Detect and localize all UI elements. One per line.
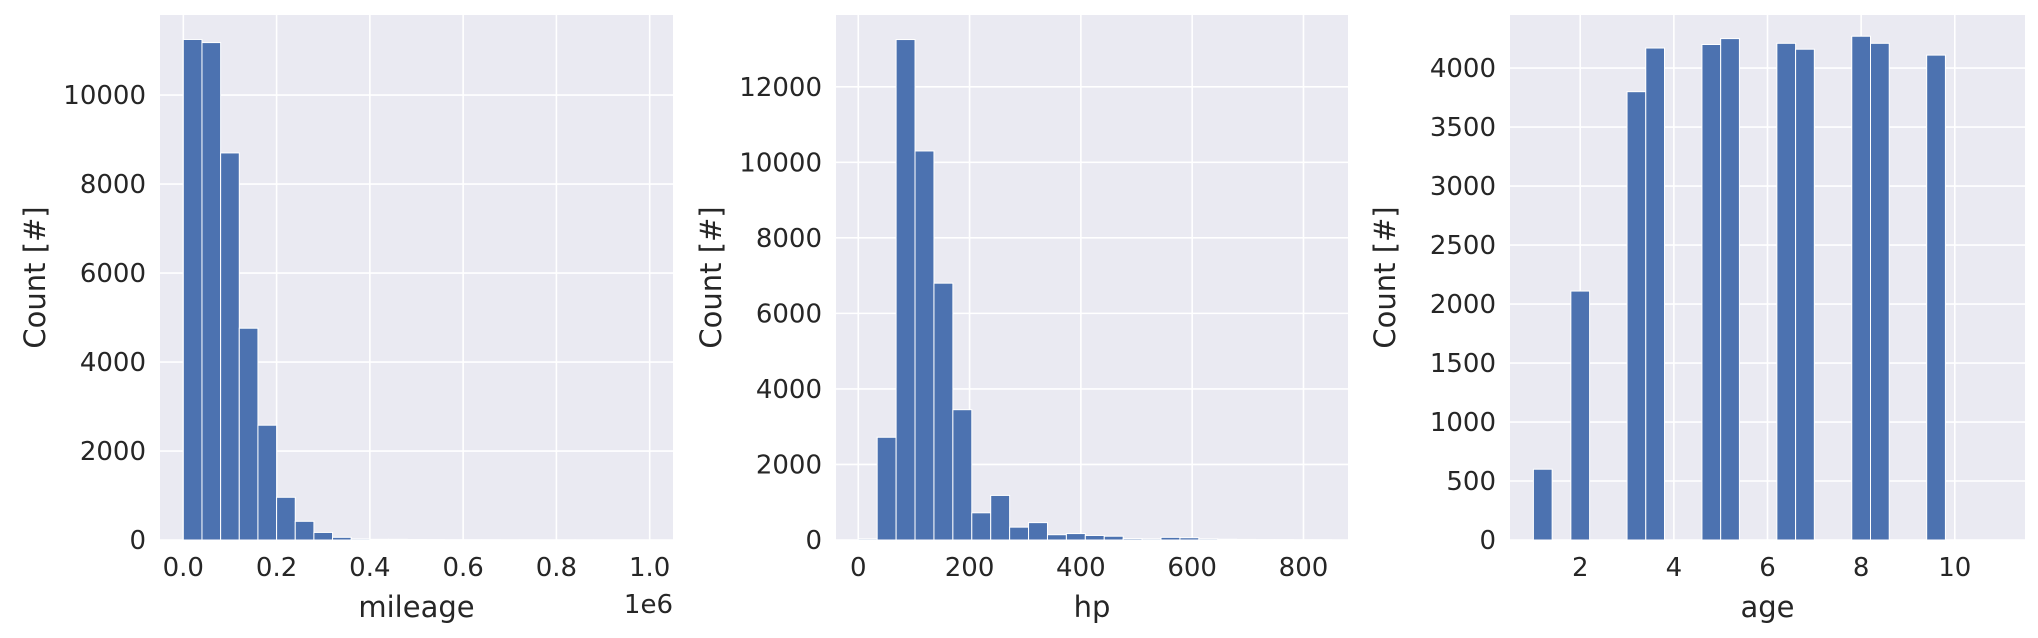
histogram-bar	[388, 538, 408, 541]
x-tick-label: 1.0	[629, 553, 670, 583]
histogram-bar	[1198, 538, 1219, 541]
x-tick-label: 8	[1853, 553, 1870, 583]
histogram-bar	[182, 38, 203, 541]
y-tick-label: 3000	[1430, 172, 1496, 202]
histogram-bar	[1141, 538, 1162, 541]
histogram-bar	[313, 531, 334, 541]
histogram-bar	[201, 42, 222, 541]
chart-panel-3: 2 4 6 8 10 0 500 1000 1500 2000 2500 3000 3500 4000 ag…	[1368, 15, 2025, 624]
y-axis-label: Count [#]	[18, 206, 52, 348]
histogram-bar	[971, 512, 992, 541]
y-tick-label: 0	[805, 526, 822, 556]
chart-panel-2: 0 200 400 600 800020004000600080001000012000…	[694, 15, 1348, 624]
y-tick-label: 4000	[1430, 54, 1496, 84]
y-axis-label: Count [#]	[694, 206, 728, 348]
histogram-bar	[350, 538, 371, 541]
y-tick-label: 10000	[739, 148, 822, 178]
y-tick-label: 2000	[756, 450, 822, 480]
y-tick-label: 1000	[1430, 408, 1496, 438]
histogram-bar	[1179, 537, 1200, 541]
histogram-bar	[1028, 522, 1048, 541]
y-tick-label: 8000	[80, 170, 146, 200]
histogram-bar	[1795, 48, 1815, 541]
x-tick-label: 4	[1666, 553, 1683, 583]
histogram-bar	[1160, 536, 1181, 541]
histogram-bar	[857, 538, 878, 541]
x-axis-label: hp	[1074, 590, 1111, 624]
histogram-bar	[952, 409, 973, 541]
histogram-bar	[1720, 38, 1740, 541]
histogram-bar	[238, 327, 259, 541]
histogram-bar	[876, 436, 897, 541]
y-tick-label: 12000	[739, 73, 822, 103]
y-tick-label: 2000	[80, 437, 146, 467]
y-tick-label: 500	[1446, 467, 1496, 497]
histogram-bar	[1870, 42, 1890, 541]
histogram-bar	[1626, 91, 1647, 541]
histogram-bar	[1122, 538, 1143, 541]
y-tick-label: 0	[1479, 526, 1496, 556]
y-tick-label: 1500	[1430, 349, 1496, 379]
x-tick-label: 400	[1056, 553, 1106, 583]
y-tick-label: 6000	[756, 299, 822, 329]
x-tick-label: 0.0	[163, 553, 204, 583]
y-tick-label: 8000	[756, 224, 822, 254]
y-tick-label: 0	[129, 526, 146, 556]
histogram-bar	[332, 536, 352, 541]
histogram-bar	[220, 152, 240, 541]
x-tick-label: 10	[1938, 553, 1971, 583]
histogram-bar	[895, 39, 916, 541]
y-axis-label: Count [#]	[1368, 206, 1402, 348]
histogram-bar	[1570, 290, 1591, 541]
y-tick-label: 6000	[80, 259, 146, 289]
x-tick-label: 6	[1759, 553, 1776, 583]
x-tick-label: 2	[1572, 553, 1589, 583]
histogram-bar	[1926, 54, 1946, 541]
x-tick-label: 600	[1167, 553, 1217, 583]
histogram-bar	[1776, 42, 1797, 541]
y-tick-label: 2000	[1430, 290, 1496, 320]
x-axis-label: mileage	[358, 590, 474, 624]
histogram-bar	[294, 520, 315, 541]
histogram-bar	[1217, 538, 1238, 541]
histogram-bar	[1532, 468, 1553, 541]
histogram-bar	[1084, 534, 1105, 541]
histogram-bar	[1645, 47, 1665, 541]
histogram-bar	[276, 496, 296, 541]
histogram-bar	[1236, 538, 1257, 541]
histogram-bar	[1009, 526, 1030, 541]
x-tick-label: 0	[850, 553, 867, 583]
x-tick-label: 800	[1279, 553, 1329, 583]
histogram-bar	[1046, 534, 1067, 541]
x-tick-label: 0.2	[256, 553, 297, 583]
x-tick-label: 0.4	[349, 553, 390, 583]
histogram-bar	[990, 494, 1011, 541]
y-tick-label: 4000	[756, 375, 822, 405]
histogram-bar	[406, 538, 427, 541]
y-tick-label: 3500	[1430, 113, 1496, 143]
histogram-bar	[1103, 535, 1124, 541]
x-axis-label: age	[1740, 590, 1794, 624]
x-offset-label: 1e6	[624, 590, 673, 620]
y-tick-label: 2500	[1430, 231, 1496, 261]
x-tick-label: 0.8	[536, 553, 577, 583]
histogram-bar	[369, 538, 390, 541]
histogram-bar	[1065, 533, 1086, 541]
y-tick-label: 4000	[80, 348, 146, 378]
x-tick-label: 200	[945, 553, 995, 583]
y-tick-label: 10000	[63, 81, 146, 111]
histogram-bar	[1851, 35, 1871, 541]
chart-panel-1: 0.0 0.2 0.4 0.6 0.8 1.0 0 2000 4000 6000 8000 10000…	[18, 15, 673, 624]
histogram-bar	[257, 424, 278, 541]
histogram-bar	[933, 282, 954, 541]
x-tick-label: 0.6	[442, 553, 483, 583]
histogram-bar	[914, 150, 935, 541]
histogram-bar	[1701, 43, 1722, 541]
